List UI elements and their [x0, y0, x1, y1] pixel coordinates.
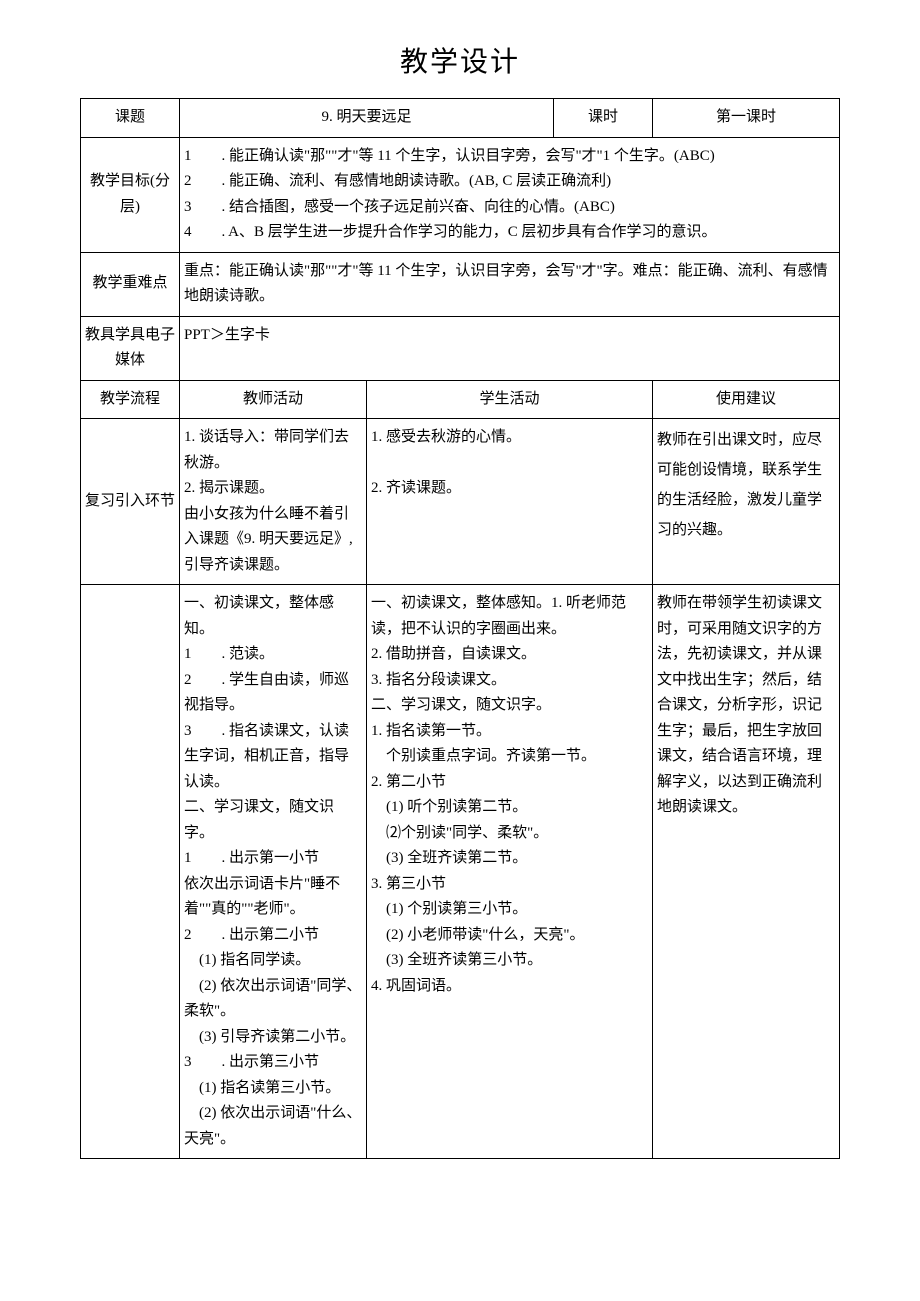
goal-item: 1 . 能正确认读"那""才"等 11 个生字，认识目字旁，会写"才"1 个生字… [184, 144, 835, 170]
flow-col3: 学生活动 [367, 380, 653, 419]
period-label: 课时 [554, 99, 653, 138]
review-teacher: 1. 谈话导入：带同学们去秋游。 2. 揭示课题。 由小女孩为什么睡不着引入课题… [180, 419, 367, 585]
media-content: PPT＞生字卡 [180, 316, 840, 380]
main-row: 一、初读课文，整体感知。 1 . 范读。 2 . 学生自由读，师巡视指导。 3 … [81, 585, 840, 1159]
flow-col1: 教学流程 [81, 380, 180, 419]
page-title: 教学设计 [80, 40, 840, 80]
flow-col2: 教师活动 [180, 380, 367, 419]
goal-item: 3 . 结合插图，感受一个孩子远足前兴奋、向往的心情。(ABC) [184, 195, 835, 221]
media-label: 教具学具电子媒体 [81, 316, 180, 380]
review-row: 复习引入环节 1. 谈话导入：带同学们去秋游。 2. 揭示课题。 由小女孩为什么… [81, 419, 840, 585]
goals-label: 教学目标(分层) [81, 137, 180, 252]
header-row: 课题 9. 明天要远足 课时 第一课时 [81, 99, 840, 138]
review-student: 1. 感受去秋游的心情。 2. 齐读课题。 [367, 419, 653, 585]
goals-row: 教学目标(分层) 1 . 能正确认读"那""才"等 11 个生字，认识目字旁，会… [81, 137, 840, 252]
goal-item: 4 . A、B 层学生进一步提升合作学习的能力，C 层初步具有合作学习的意识。 [184, 220, 835, 246]
flow-header-row: 教学流程 教师活动 学生活动 使用建议 [81, 380, 840, 419]
media-row: 教具学具电子媒体 PPT＞生字卡 [81, 316, 840, 380]
review-label: 复习引入环节 [81, 419, 180, 585]
review-suggest: 教师在引出课文时，应尽可能创设情境，联系学生的生活经脸，激发儿童学习的兴趣。 [653, 419, 840, 585]
keypoints-label: 教学重难点 [81, 252, 180, 316]
main-teacher: 一、初读课文，整体感知。 1 . 范读。 2 . 学生自由读，师巡视指导。 3 … [180, 585, 367, 1159]
main-label [81, 585, 180, 1159]
period-value: 第一课时 [653, 99, 840, 138]
topic-label: 课题 [81, 99, 180, 138]
goals-content: 1 . 能正确认读"那""才"等 11 个生字，认识目字旁，会写"才"1 个生字… [180, 137, 840, 252]
flow-col4: 使用建议 [653, 380, 840, 419]
keypoints-row: 教学重难点 重点：能正确认读"那""才"等 11 个生字，认识目字旁，会写"才"… [81, 252, 840, 316]
topic-value: 9. 明天要远足 [180, 99, 554, 138]
keypoints-content: 重点：能正确认读"那""才"等 11 个生字，认识目字旁，会写"才"字。难点：能… [180, 252, 840, 316]
lesson-table: 课题 9. 明天要远足 课时 第一课时 教学目标(分层) 1 . 能正确认读"那… [80, 98, 840, 1159]
goal-item: 2 . 能正确、流利、有感情地朗读诗歌。(AB, C 层读正确流利) [184, 169, 835, 195]
main-suggest: 教师在带领学生初读课文时，可采用随文识字的方法，先初读课文，并从课文中找出生字；… [653, 585, 840, 1159]
main-student: 一、初读课文，整体感知。1. 听老师范读，把不认识的字圈画出来。 2. 借助拼音… [367, 585, 653, 1159]
